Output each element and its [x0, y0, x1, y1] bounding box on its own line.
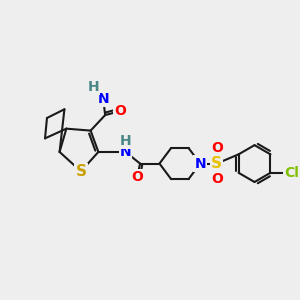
Text: O: O	[114, 104, 126, 118]
Text: N: N	[194, 157, 206, 171]
Text: O: O	[211, 172, 223, 186]
Text: Cl: Cl	[284, 166, 299, 180]
Text: S: S	[75, 164, 86, 179]
Text: N: N	[98, 92, 109, 106]
Text: H: H	[88, 80, 99, 94]
Text: O: O	[131, 170, 143, 184]
Text: N: N	[120, 145, 131, 159]
Text: O: O	[211, 141, 223, 155]
Text: H: H	[120, 134, 131, 148]
Text: S: S	[211, 156, 222, 171]
